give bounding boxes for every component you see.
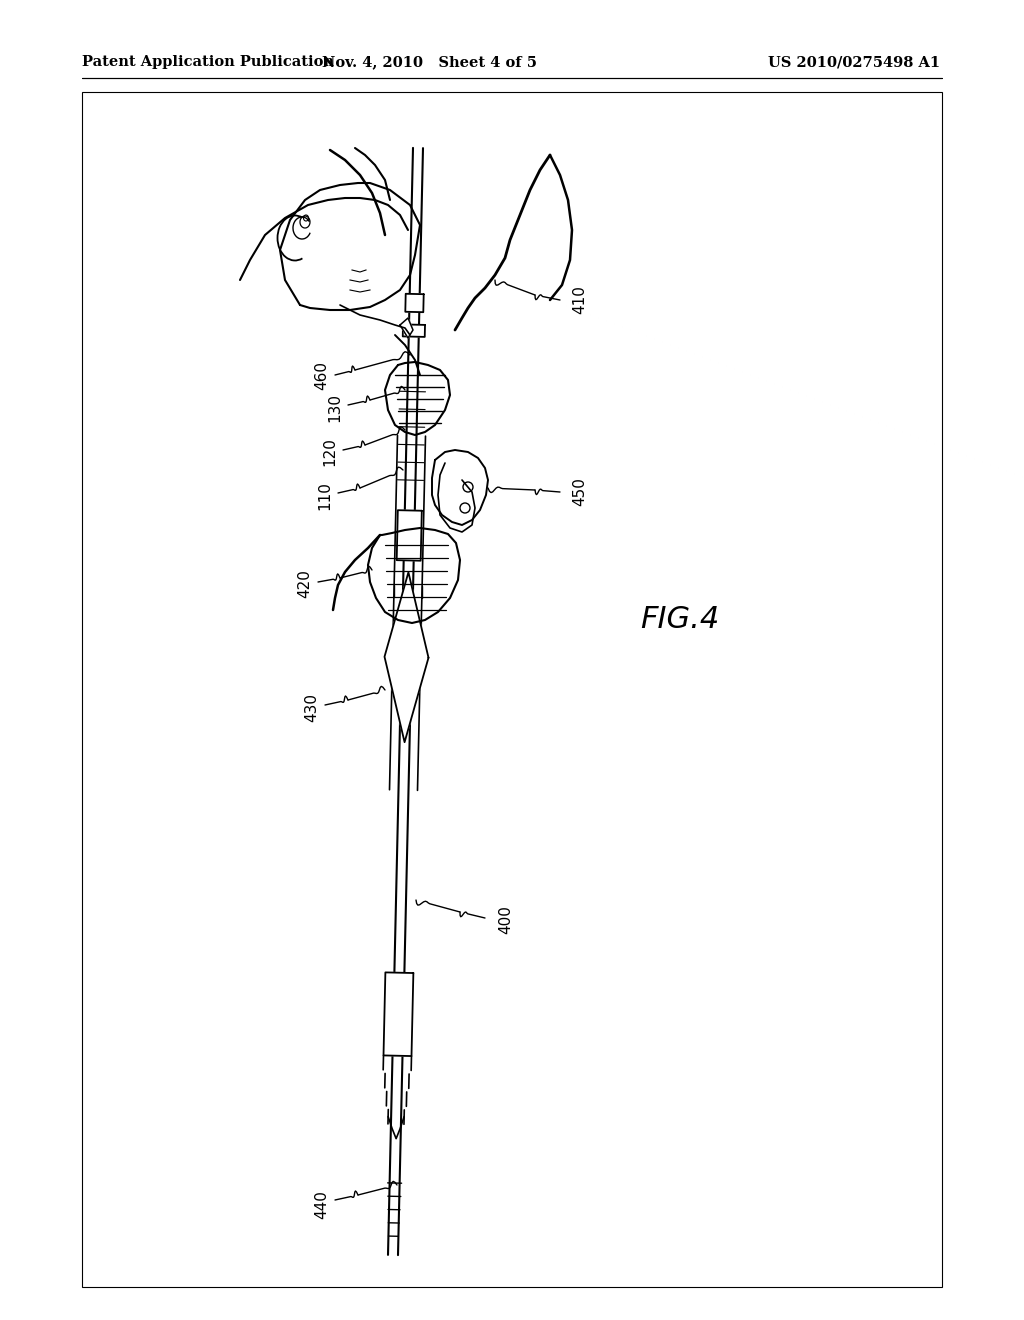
Text: 420: 420	[298, 569, 312, 598]
Text: 410: 410	[572, 285, 587, 314]
Polygon shape	[384, 973, 414, 1056]
Polygon shape	[400, 318, 413, 338]
Text: 120: 120	[323, 437, 338, 466]
Polygon shape	[384, 573, 428, 742]
Polygon shape	[402, 325, 425, 337]
Text: Patent Application Publication: Patent Application Publication	[82, 55, 334, 69]
Text: FIG.4: FIG.4	[640, 606, 720, 635]
Text: 430: 430	[304, 693, 319, 722]
Text: 440: 440	[314, 1191, 330, 1220]
Polygon shape	[396, 511, 422, 561]
Bar	[82, 92, 942, 1287]
Text: 130: 130	[328, 393, 342, 422]
Text: 450: 450	[572, 478, 587, 507]
Text: 110: 110	[317, 482, 333, 511]
Text: Nov. 4, 2010   Sheet 4 of 5: Nov. 4, 2010 Sheet 4 of 5	[323, 55, 538, 69]
Text: 460: 460	[314, 360, 330, 389]
Text: US 2010/0275498 A1: US 2010/0275498 A1	[768, 55, 940, 69]
Polygon shape	[406, 294, 424, 313]
Text: 400: 400	[498, 906, 513, 935]
